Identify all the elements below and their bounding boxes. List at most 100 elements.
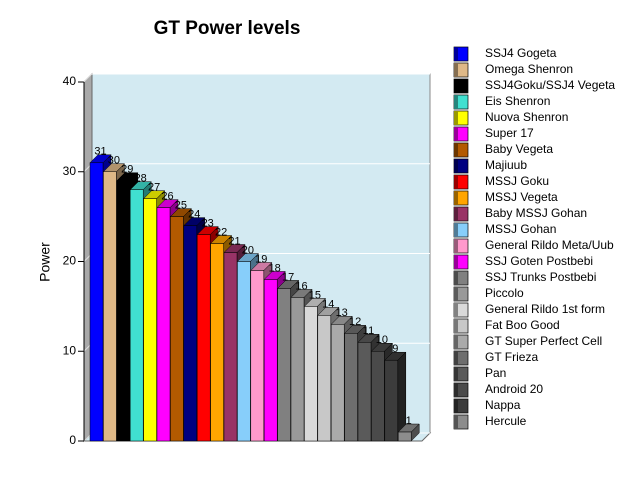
legend-swatch-shade <box>454 207 458 221</box>
value-label: 14 <box>322 298 334 310</box>
value-label: 25 <box>175 200 187 212</box>
value-label: 17 <box>282 271 294 283</box>
bar <box>89 162 104 442</box>
value-label: 26 <box>161 191 173 203</box>
legend-label: Baby MSSJ Gohan <box>485 206 587 220</box>
value-label: 19 <box>255 253 267 265</box>
bar <box>156 207 171 442</box>
legend-label: SSJ Trunks Postbebi <box>485 270 596 284</box>
legend-label: GT Super Perfect Cell <box>485 334 602 348</box>
legend-swatch-shade <box>454 63 458 77</box>
legend-label: MSSJ Vegeta <box>485 190 558 204</box>
legend-label: Pan <box>485 366 506 380</box>
bar <box>330 324 345 442</box>
value-label: 20 <box>242 244 254 256</box>
bar <box>384 359 399 442</box>
legend-label: MSSJ Goku <box>485 174 549 188</box>
legend-swatch-shade <box>454 319 458 333</box>
bar <box>263 279 278 442</box>
legend-swatch-shade <box>454 239 458 253</box>
value-label: 28 <box>135 173 147 185</box>
legend-swatch-shade <box>454 367 458 381</box>
value-label: 18 <box>269 262 281 274</box>
value-label: 11 <box>363 325 374 337</box>
value-label: 30 <box>108 155 120 167</box>
bar <box>344 333 358 442</box>
y-tick-label: 30 <box>63 164 77 178</box>
legend-swatch-shade <box>454 415 458 429</box>
bar <box>223 252 238 442</box>
y-tick-label: 0 <box>69 433 76 447</box>
bar <box>183 225 198 442</box>
legend-label: Omega Shenron <box>485 62 573 76</box>
bar <box>317 315 332 442</box>
legend-swatch-shade <box>454 223 458 237</box>
value-label: 13 <box>336 307 348 319</box>
legend-label: Fat Boo Good <box>485 318 560 332</box>
value-label: 29 <box>121 164 133 176</box>
legend-swatch-shade <box>454 383 458 397</box>
legend-swatch-shade <box>454 143 458 157</box>
bar <box>103 171 117 442</box>
value-label: 9 <box>392 343 398 355</box>
legend-label: MSSJ Gohan <box>485 222 556 236</box>
legend-label: Eis Shenron <box>485 94 550 108</box>
legend-swatch-shade <box>454 303 458 317</box>
value-label: 10 <box>376 334 388 346</box>
bar <box>129 189 144 442</box>
value-label: 16 <box>295 280 307 292</box>
legend-label: General Rildo 1st form <box>485 302 605 316</box>
value-label: 23 <box>202 217 214 229</box>
bar <box>357 342 372 442</box>
legend-label: SSJ Goten Postbebi <box>485 254 593 268</box>
y-tick-label: 20 <box>63 254 77 268</box>
legend-label: Super 17 <box>485 126 534 140</box>
bar <box>397 431 412 442</box>
value-label: 12 <box>349 316 361 328</box>
legend-swatch-shade <box>454 159 458 173</box>
legend-label: SSJ4 Gogeta <box>485 46 557 60</box>
legend-swatch-shade <box>454 287 458 301</box>
value-label: 1 <box>406 415 412 427</box>
y-tick-label: 10 <box>63 343 77 357</box>
legend-label: Nappa <box>485 398 521 412</box>
legend-label: Nuova Shenron <box>485 110 568 124</box>
bar <box>143 198 157 442</box>
bar <box>250 270 265 442</box>
bar <box>210 243 224 442</box>
bar <box>237 261 251 442</box>
bar <box>277 288 291 442</box>
bar <box>290 297 305 442</box>
legend-label: Piccolo <box>485 286 524 300</box>
value-label: 27 <box>148 182 160 194</box>
legend-swatch-shade <box>454 255 458 269</box>
legend-swatch-shade <box>454 175 458 189</box>
bar <box>170 216 184 442</box>
legend-swatch-shade <box>454 111 458 125</box>
legend-label: GT Frieza <box>485 350 538 364</box>
legend-label: Majiuub <box>485 158 527 172</box>
legend-label: SSJ4Goku/SSJ4 Vegeta <box>485 78 615 92</box>
bar <box>116 180 131 442</box>
grid-line <box>83 73 93 83</box>
legend-swatch-shade <box>454 47 458 61</box>
bar <box>304 306 318 442</box>
value-label: 24 <box>188 209 200 221</box>
legend-swatch-shade <box>454 271 458 285</box>
legend-label: Baby Vegeta <box>485 142 553 156</box>
value-label: 15 <box>309 289 321 301</box>
bar <box>196 234 211 442</box>
legend-swatch-shade <box>454 399 458 413</box>
legend-swatch-shade <box>454 351 458 365</box>
chart-title: GT Power levels <box>154 18 301 39</box>
legend-label: Hercule <box>485 414 527 428</box>
legend-swatch-shade <box>454 95 458 109</box>
value-label: 21 <box>228 235 240 247</box>
y-tick-label: 40 <box>63 74 77 88</box>
legend-swatch-shade <box>454 191 458 205</box>
legend-swatch-shade <box>454 79 458 93</box>
y-axis-label: Power <box>37 242 53 282</box>
value-label: 22 <box>215 226 227 238</box>
legend-label: General Rildo Meta/Uub <box>485 238 614 252</box>
